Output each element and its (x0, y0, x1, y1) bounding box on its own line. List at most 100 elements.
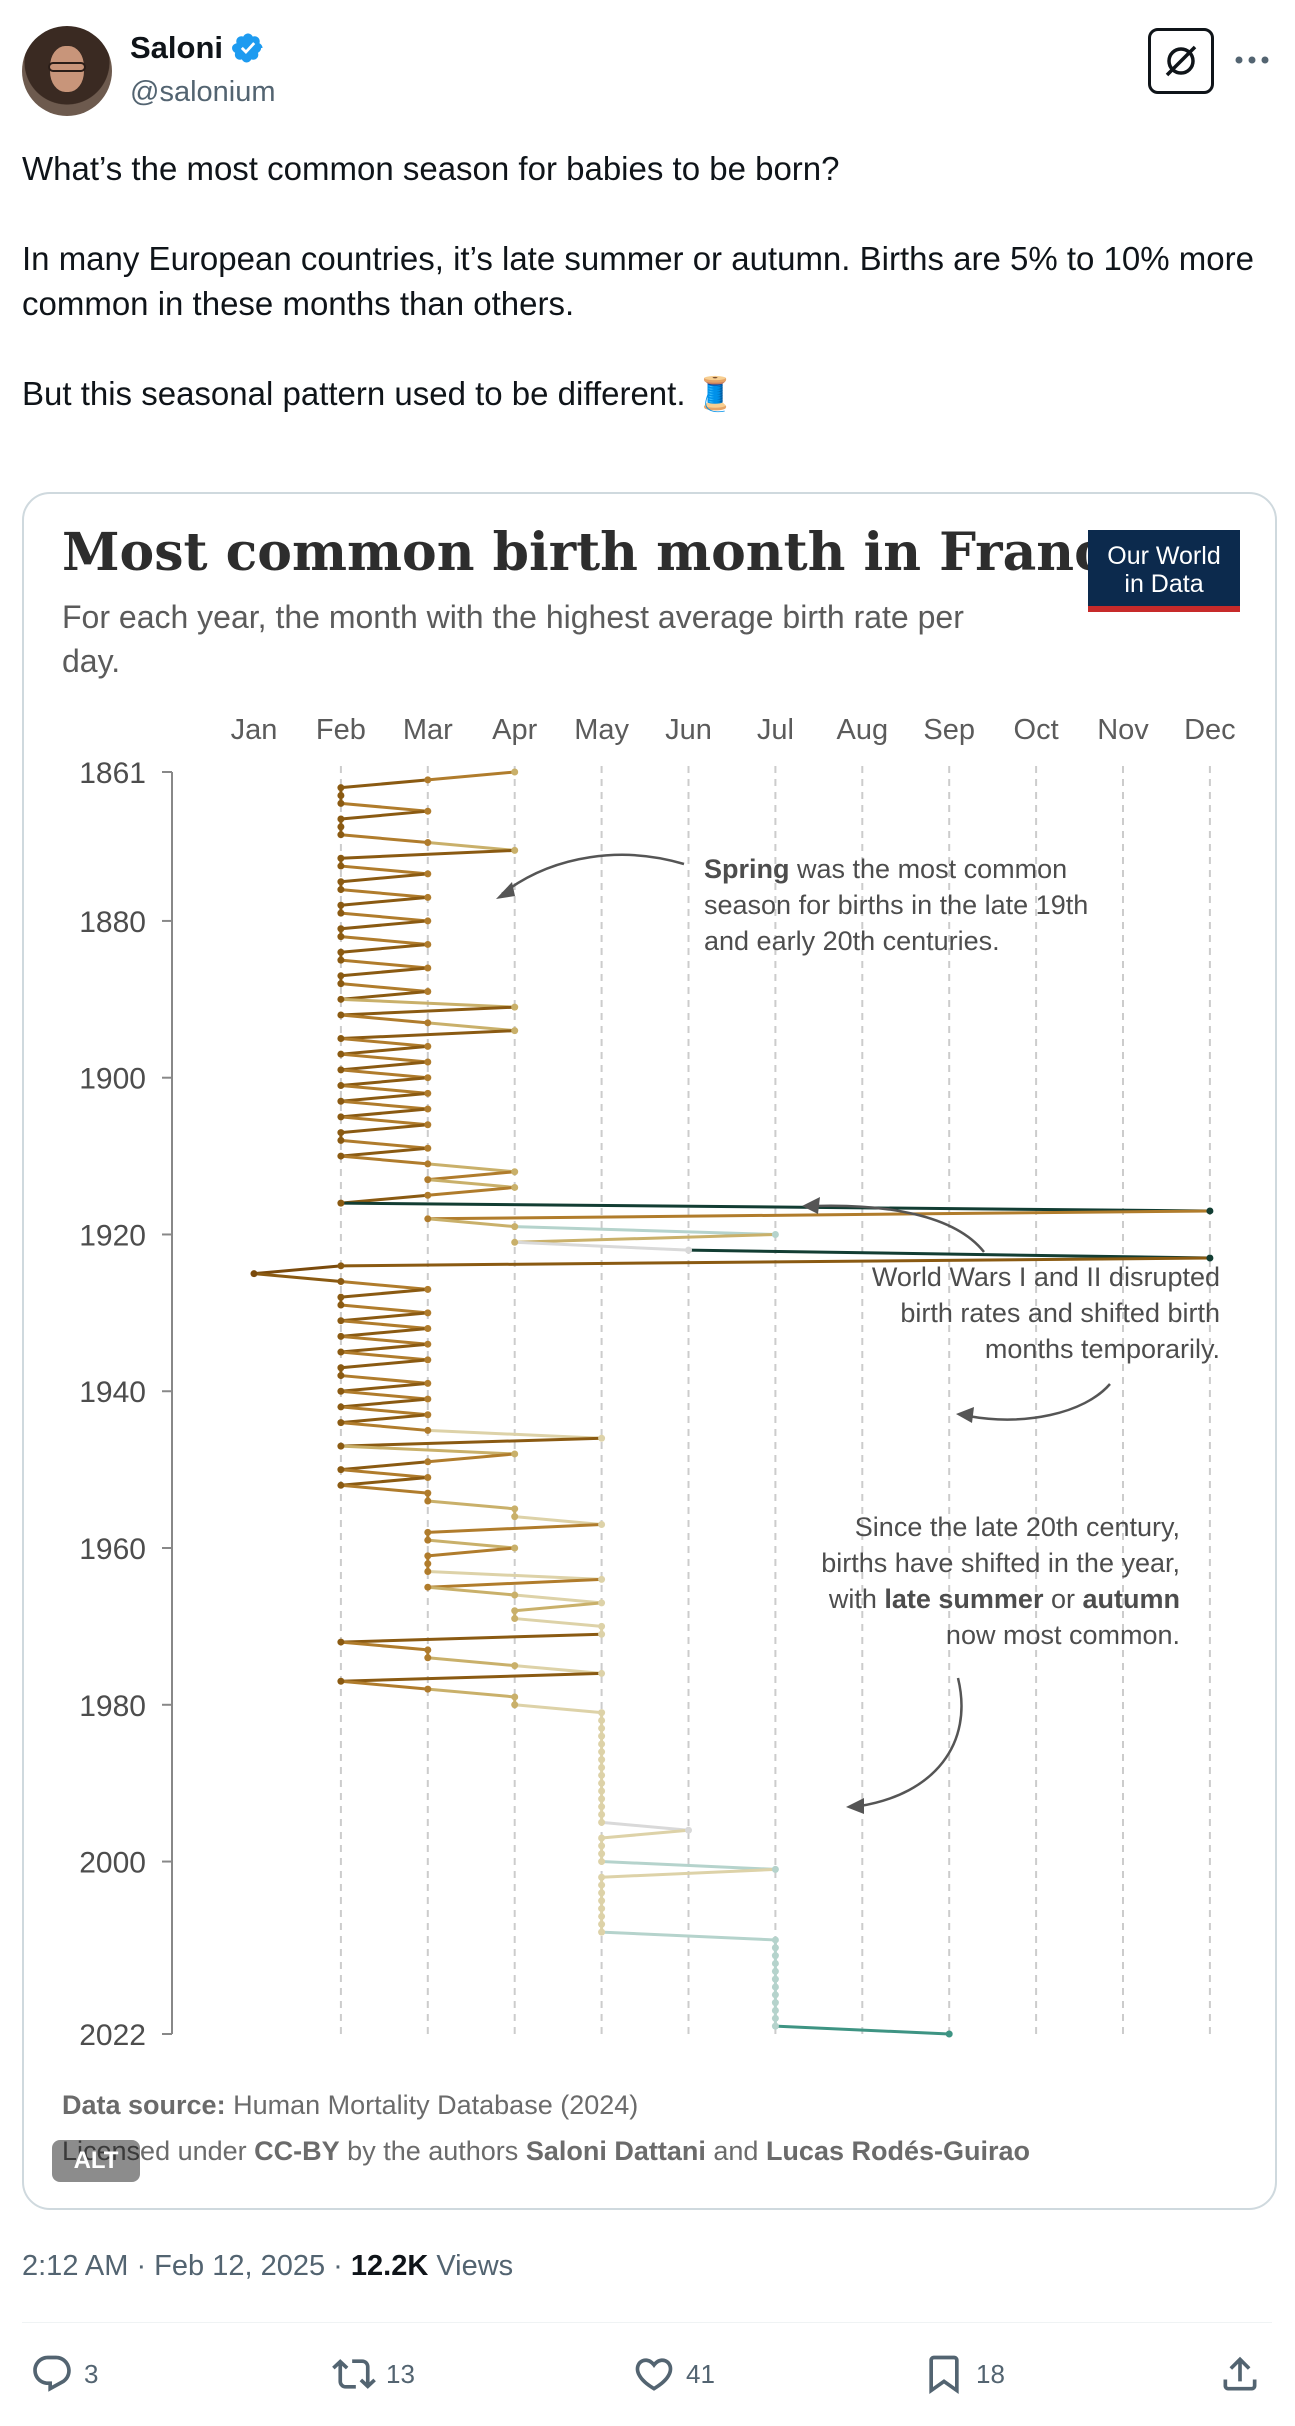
data-point (771, 1230, 779, 1238)
bookmark-button[interactable]: 18 (922, 2352, 1005, 2396)
data-point (337, 995, 345, 1003)
data-point (424, 1215, 432, 1223)
annotation-spring: Spring was the most common season for bi… (496, 853, 1088, 956)
series-segment (340, 1115, 428, 1127)
year-tick-label: 2022 (79, 2019, 146, 2052)
year-tick-label: 1960 (79, 1533, 146, 1566)
repost-count: 13 (386, 2358, 415, 2389)
data-point (424, 1191, 432, 1199)
data-point (771, 1991, 779, 1999)
series-segment (427, 1570, 602, 1581)
data-point (424, 1160, 432, 1168)
data-point (424, 1395, 432, 1403)
heart-icon (635, 2358, 673, 2391)
tweet-timestamp[interactable]: 2:12 AM · Feb 12, 2025 · (22, 2250, 343, 2282)
series-segment (340, 1374, 428, 1385)
data-point (598, 1787, 606, 1795)
data-point (598, 1771, 606, 1779)
data-point (511, 1615, 519, 1623)
series-segment (427, 1178, 515, 1189)
data-point (337, 972, 345, 980)
data-point (337, 878, 345, 886)
repost-button[interactable]: 13 (332, 2352, 415, 2396)
data-point (424, 1685, 432, 1693)
data-point (337, 784, 345, 792)
data-point (598, 1897, 606, 1905)
series-segment (601, 1867, 776, 1879)
data-point (337, 815, 345, 823)
tweet-media-image[interactable]: Most common birth month in France For ea… (22, 492, 1277, 2210)
bookmark-count: 18 (976, 2358, 1005, 2389)
year-tick-label: 1980 (79, 1690, 146, 1723)
series-segment (340, 1483, 428, 1495)
reply-button[interactable]: 3 (30, 2352, 98, 2396)
series-segment (427, 1452, 515, 1464)
series-segment (340, 833, 428, 845)
data-point (771, 1999, 779, 2007)
year-tick-label: 1920 (79, 1219, 146, 1252)
data-point (337, 948, 345, 956)
data-point (598, 1763, 606, 1771)
logo-line: Our World (1107, 542, 1220, 570)
data-point (598, 1795, 606, 1803)
data-point (511, 1223, 519, 1231)
author-handle[interactable]: @salonium (130, 76, 276, 108)
annotation-recent: Since the late 20th century, births have… (821, 1512, 1180, 1814)
data-point (337, 1113, 345, 1121)
avatar[interactable] (22, 26, 112, 116)
series-segment (514, 1240, 689, 1252)
year-tick-label: 2000 (79, 1847, 146, 1880)
data-point (511, 846, 519, 854)
series-segment (340, 1076, 428, 1088)
license-text: by the authors (347, 2136, 518, 2166)
license-name: CC-BY (254, 2136, 340, 2166)
month-tick-label: Jun (665, 714, 712, 746)
like-button[interactable]: 41 (632, 2352, 715, 2396)
data-point (424, 1560, 432, 1568)
series-segment (427, 1499, 515, 1511)
data-point (511, 1544, 519, 1552)
series-segment (340, 864, 428, 876)
tweet-paragraph: What’s the most common season for babies… (22, 150, 840, 187)
data-point (598, 1622, 606, 1630)
year-tick-label: 1880 (79, 906, 146, 939)
data-point (337, 1348, 345, 1356)
series-segment (514, 1664, 602, 1675)
author-name[interactable]: Saloni (130, 30, 224, 65)
series-segment (514, 1225, 776, 1236)
divider (22, 2322, 1272, 2323)
data-point (424, 1528, 432, 1536)
series-segment (340, 1468, 428, 1479)
series-segment (340, 888, 428, 899)
series-segment (427, 1546, 515, 1558)
data-point (598, 1520, 606, 1528)
share-button[interactable] (1218, 2352, 1262, 2396)
series-segment (340, 1632, 602, 1644)
data-point (337, 1136, 345, 1144)
month-tick-label: Aug (836, 714, 888, 746)
share-icon (1223, 2356, 1257, 2391)
data-point (598, 1575, 606, 1583)
annotation-text: and early 20th centuries. (704, 926, 1000, 956)
data-point (337, 1403, 345, 1411)
series-segment (427, 841, 515, 852)
birth-month-series (250, 768, 1214, 2038)
month-tick-label: Sep (923, 714, 975, 746)
data-point (598, 1811, 606, 1819)
series-segment (340, 1436, 602, 1448)
grok-button[interactable] (1148, 28, 1214, 94)
series-segment (340, 1052, 428, 1064)
data-point (337, 1481, 345, 1489)
alt-text-badge[interactable]: ALT (52, 2140, 140, 2182)
data-point (598, 1669, 606, 1677)
series-segment (340, 1044, 428, 1056)
data-point (337, 1278, 345, 1286)
tweet-header: Saloni @salonium (22, 22, 1272, 118)
data-point (424, 1309, 432, 1317)
annotation-bold: autumn (1083, 1584, 1181, 1614)
more-options-button[interactable] (1232, 40, 1272, 80)
series-segment (427, 1656, 515, 1668)
series-segment (340, 1068, 428, 1080)
series-segment (601, 1828, 689, 1840)
data-point (424, 964, 432, 972)
